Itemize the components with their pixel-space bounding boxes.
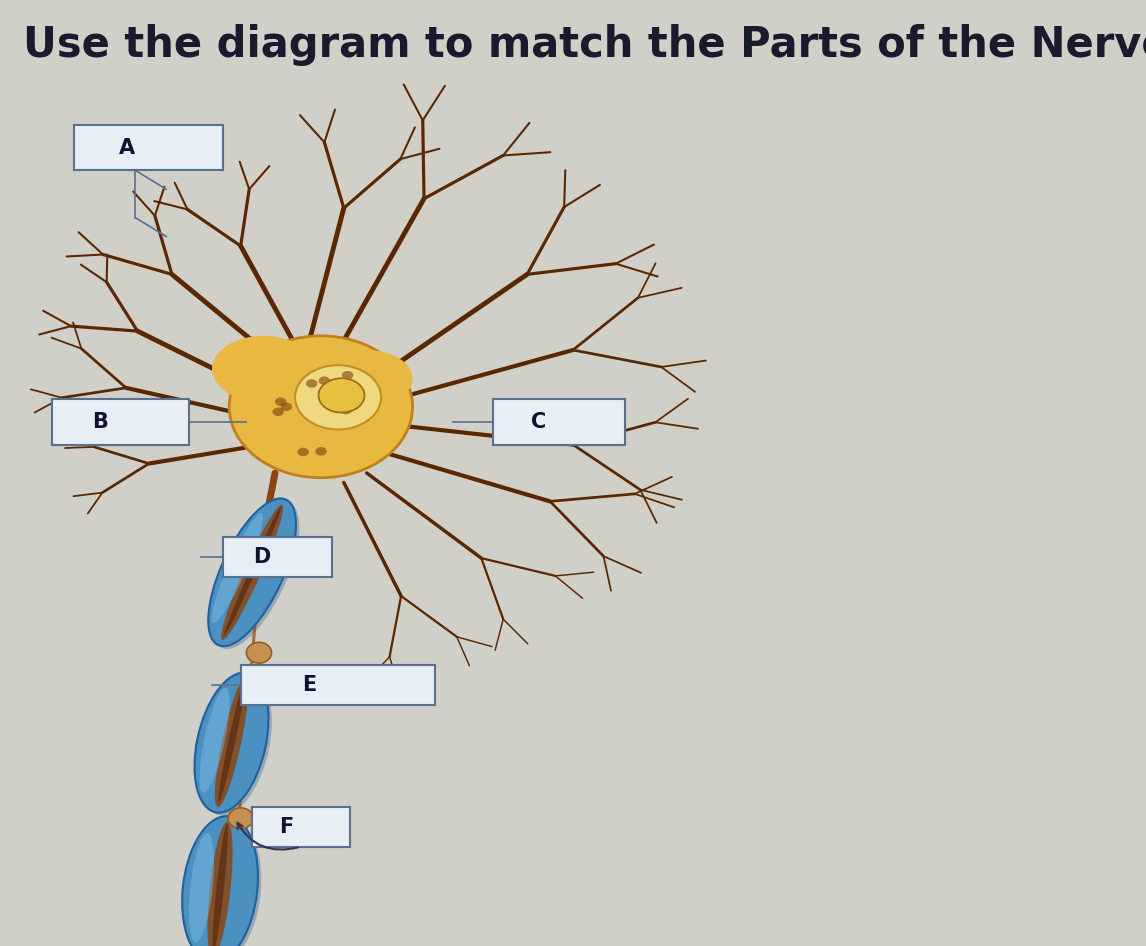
Text: B: B <box>92 412 108 432</box>
Ellipse shape <box>189 833 214 942</box>
Ellipse shape <box>198 675 272 815</box>
Ellipse shape <box>212 823 228 946</box>
Ellipse shape <box>225 506 282 636</box>
Text: E: E <box>301 674 316 695</box>
Ellipse shape <box>321 350 413 407</box>
FancyBboxPatch shape <box>223 537 332 577</box>
Ellipse shape <box>199 688 229 793</box>
Ellipse shape <box>212 501 299 649</box>
Ellipse shape <box>214 678 249 807</box>
Ellipse shape <box>228 808 253 829</box>
Text: A: A <box>118 137 135 158</box>
Ellipse shape <box>340 406 352 414</box>
Ellipse shape <box>246 642 272 663</box>
Ellipse shape <box>182 816 258 946</box>
FancyBboxPatch shape <box>52 399 189 445</box>
Ellipse shape <box>209 499 296 646</box>
Ellipse shape <box>315 447 327 456</box>
Ellipse shape <box>207 822 233 946</box>
Ellipse shape <box>229 336 413 478</box>
Ellipse shape <box>275 397 286 406</box>
Text: C: C <box>532 412 547 432</box>
Ellipse shape <box>320 379 363 412</box>
FancyBboxPatch shape <box>493 399 625 445</box>
Ellipse shape <box>306 379 317 388</box>
Ellipse shape <box>212 336 315 402</box>
Text: D: D <box>253 547 270 568</box>
Ellipse shape <box>273 408 284 416</box>
Ellipse shape <box>342 371 353 379</box>
Ellipse shape <box>195 673 268 813</box>
Ellipse shape <box>281 403 292 412</box>
FancyBboxPatch shape <box>74 125 223 170</box>
Ellipse shape <box>212 513 264 623</box>
Ellipse shape <box>298 447 309 456</box>
Ellipse shape <box>186 819 261 946</box>
Ellipse shape <box>221 505 283 639</box>
FancyBboxPatch shape <box>252 807 350 847</box>
Ellipse shape <box>319 377 330 385</box>
FancyBboxPatch shape <box>241 665 435 705</box>
Ellipse shape <box>218 679 245 802</box>
Text: F: F <box>280 816 293 837</box>
Ellipse shape <box>296 365 382 429</box>
Text: Use the diagram to match the Parts of the Nerve.: Use the diagram to match the Parts of th… <box>23 24 1146 65</box>
